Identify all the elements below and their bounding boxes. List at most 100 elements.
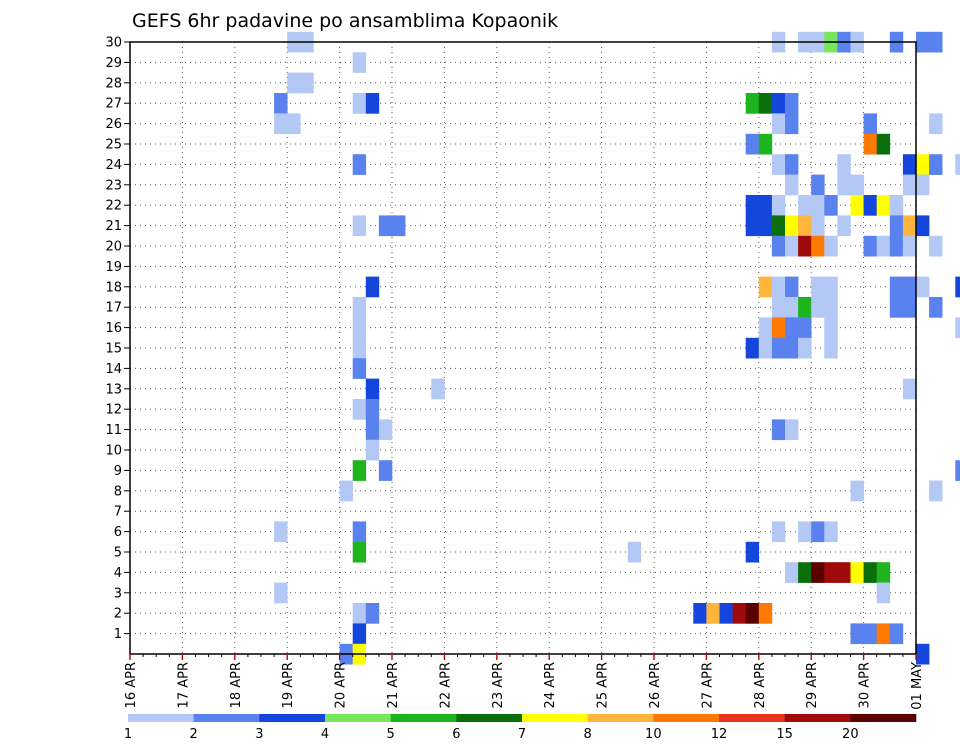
data-cell	[378, 460, 393, 481]
y-tick-label: 6	[114, 525, 122, 540]
data-cell	[771, 297, 786, 318]
data-cell	[365, 93, 380, 114]
data-cell	[431, 378, 445, 400]
data-cell	[811, 174, 825, 196]
y-tick-label: 10	[105, 444, 122, 459]
data-cell	[352, 399, 367, 420]
legend-swatch	[522, 714, 588, 722]
data-cell	[929, 235, 943, 257]
legend-swatch	[325, 714, 391, 722]
data-cell	[287, 113, 301, 135]
data-cell	[785, 154, 799, 175]
legend-label: 15	[776, 727, 793, 742]
data-cell	[824, 195, 838, 216]
legend-label: 20	[842, 727, 859, 742]
x-tick-label: 21 APR	[386, 662, 401, 708]
data-cell	[352, 541, 367, 563]
y-tick-label: 14	[105, 362, 122, 377]
data-cell	[771, 195, 786, 216]
data-cell	[378, 215, 393, 237]
data-cell	[339, 480, 353, 502]
data-cell	[771, 521, 786, 543]
data-cell	[902, 154, 917, 175]
data-cell	[876, 133, 891, 155]
data-cell	[837, 562, 851, 583]
data-cell	[889, 195, 904, 216]
y-tick-label: 19	[105, 260, 122, 275]
legend-label: 1	[124, 727, 132, 742]
data-cell	[627, 541, 642, 563]
data-cell	[352, 521, 367, 543]
data-cell	[693, 603, 707, 624]
x-tick-label: 22 APR	[438, 662, 453, 708]
data-cell	[798, 521, 812, 543]
data-cell	[916, 215, 930, 237]
data-cell	[771, 113, 786, 135]
data-cell	[929, 480, 943, 502]
data-cell	[758, 603, 773, 624]
data-cell	[798, 317, 812, 339]
data-cell	[929, 113, 943, 135]
data-cell	[929, 154, 943, 175]
legend-swatch	[653, 714, 720, 722]
data-cell	[824, 521, 838, 543]
y-tick-label: 27	[105, 97, 122, 112]
data-cell	[824, 276, 838, 298]
data-cell	[365, 419, 380, 441]
data-cell	[352, 358, 367, 379]
data-cell	[771, 317, 786, 339]
data-cell	[352, 154, 367, 175]
data-cell	[719, 603, 733, 624]
data-cell	[916, 276, 930, 298]
x-axis: 16 APR 17 APR 18 APR 19 APR 20 APR 21 APR 22 A…	[124, 654, 925, 710]
x-tick-label: 20 APR	[334, 662, 349, 708]
data-cell	[837, 154, 851, 175]
data-cell	[771, 235, 786, 257]
data-cell	[811, 235, 825, 257]
data-cell	[365, 439, 380, 461]
data-cell	[785, 297, 799, 318]
y-tick-label: 4	[114, 566, 122, 581]
x-tick-label: 30 APR	[858, 662, 873, 708]
data-cell	[811, 521, 825, 543]
data-cell	[824, 317, 838, 339]
data-cell	[771, 276, 786, 298]
data-cell	[876, 582, 891, 604]
x-tick-label: 29 APR	[805, 662, 820, 708]
legend-swatch	[719, 714, 785, 722]
data-cell	[837, 215, 851, 237]
data-cell	[352, 52, 367, 73]
data-cell	[274, 521, 288, 543]
data-cell	[771, 93, 786, 114]
data-cell	[916, 643, 930, 665]
x-tick-label: 17 APR	[176, 662, 191, 708]
data-cell	[352, 460, 367, 481]
data-cell	[785, 93, 799, 114]
data-cell	[745, 603, 760, 624]
data-cell	[745, 195, 760, 216]
data-cell	[785, 235, 799, 257]
data-cell	[824, 297, 838, 318]
data-cell	[902, 235, 917, 257]
data-cell	[889, 276, 904, 298]
legend-label: 4	[321, 727, 329, 742]
data-cell	[365, 399, 380, 420]
data-cell	[889, 215, 904, 237]
legend-swatch	[850, 714, 917, 722]
data-cell	[758, 276, 773, 298]
data-cell	[929, 31, 943, 53]
y-tick-label: 22	[105, 199, 122, 214]
data-cell	[863, 133, 877, 155]
data-cell	[758, 133, 773, 155]
data-cell	[889, 297, 904, 318]
data-cell	[798, 297, 812, 318]
chart-title: GEFS 6hr padavine po ansamblima Kopaonik	[132, 10, 558, 32]
legend-label: 10	[645, 727, 662, 742]
data-cell	[300, 72, 314, 94]
data-cell	[365, 276, 380, 298]
y-tick-label: 7	[114, 505, 122, 520]
data-cell	[274, 93, 288, 114]
data-cell	[824, 562, 838, 583]
data-cell	[863, 113, 877, 135]
y-tick-label: 25	[105, 138, 122, 153]
